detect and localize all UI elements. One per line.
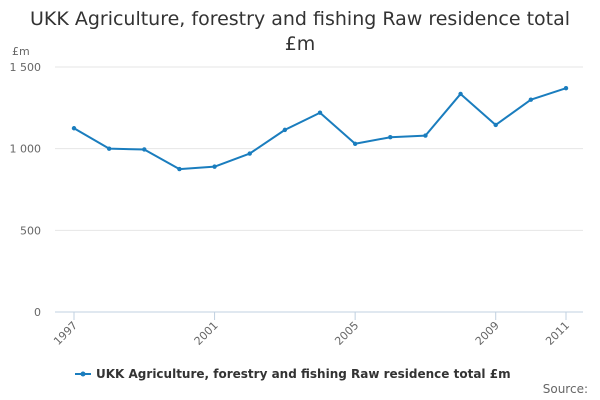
x-tick-label: 2009 (473, 319, 502, 348)
data-point[interactable] (388, 135, 393, 140)
x-tick-label: 2005 (332, 319, 361, 348)
data-point[interactable] (528, 97, 534, 102)
data-point[interactable] (142, 147, 147, 152)
data-point[interactable] (106, 146, 112, 151)
legend-point-marker (80, 371, 86, 377)
x-tick-label: 1997 (51, 319, 80, 348)
data-point[interactable] (247, 151, 252, 156)
data-point[interactable] (317, 110, 323, 115)
legend-item-label[interactable]: UKK Agriculture, forestry and fishing Ra… (96, 367, 511, 381)
y-tick-label: 1 000 (10, 143, 42, 156)
x-tick-label: 2011 (543, 319, 572, 348)
legend[interactable]: UKK Agriculture, forestry and fishing Ra… (75, 367, 511, 381)
data-point[interactable] (493, 122, 498, 128)
data-point[interactable] (212, 164, 217, 169)
x-tick-label: 2001 (192, 319, 221, 348)
chart-title-line-1: UKK Agriculture, forestry and fishing Ra… (29, 8, 571, 30)
y-tick-label: 0 (34, 306, 41, 319)
y-tick-label: 500 (20, 224, 41, 237)
data-point[interactable] (71, 126, 77, 131)
data-point[interactable] (563, 86, 569, 91)
series-layer (71, 86, 569, 172)
data-point[interactable] (423, 133, 428, 138)
source-label: Source: (542, 382, 588, 396)
chart-title-line-2: £m (284, 33, 316, 55)
data-point[interactable] (177, 166, 182, 172)
data-point[interactable] (282, 127, 288, 133)
y-axis-label: £m (12, 45, 30, 58)
chart-title: UKK Agriculture, forestry and fishing Ra… (0, 7, 600, 57)
axes: 0 500 1 000 1 500 £m 1997 2001 2005 2009 2011 (10, 45, 583, 348)
data-point[interactable] (352, 141, 358, 146)
y-tick-label: 1 500 (10, 61, 42, 74)
data-point[interactable] (458, 91, 463, 97)
series-line[interactable] (73, 87, 567, 171)
